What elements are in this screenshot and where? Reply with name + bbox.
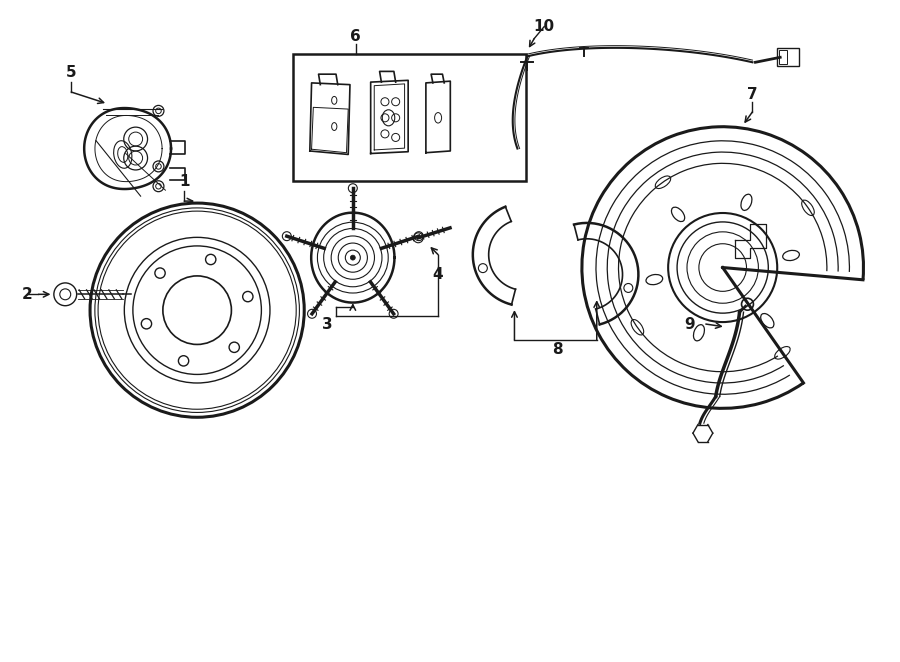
Text: 1: 1 — [179, 173, 190, 189]
Bar — [778, 48, 799, 66]
Text: 5: 5 — [66, 65, 77, 79]
Text: 7: 7 — [747, 87, 758, 101]
Text: 3: 3 — [321, 316, 332, 332]
Circle shape — [350, 255, 356, 260]
Text: 10: 10 — [534, 19, 554, 34]
Text: 9: 9 — [685, 316, 696, 332]
Text: 4: 4 — [433, 267, 444, 282]
Text: 2: 2 — [22, 287, 33, 302]
Text: 6: 6 — [350, 29, 361, 44]
Bar — [779, 50, 788, 64]
Text: 8: 8 — [552, 342, 562, 357]
Bar — [293, 54, 526, 181]
